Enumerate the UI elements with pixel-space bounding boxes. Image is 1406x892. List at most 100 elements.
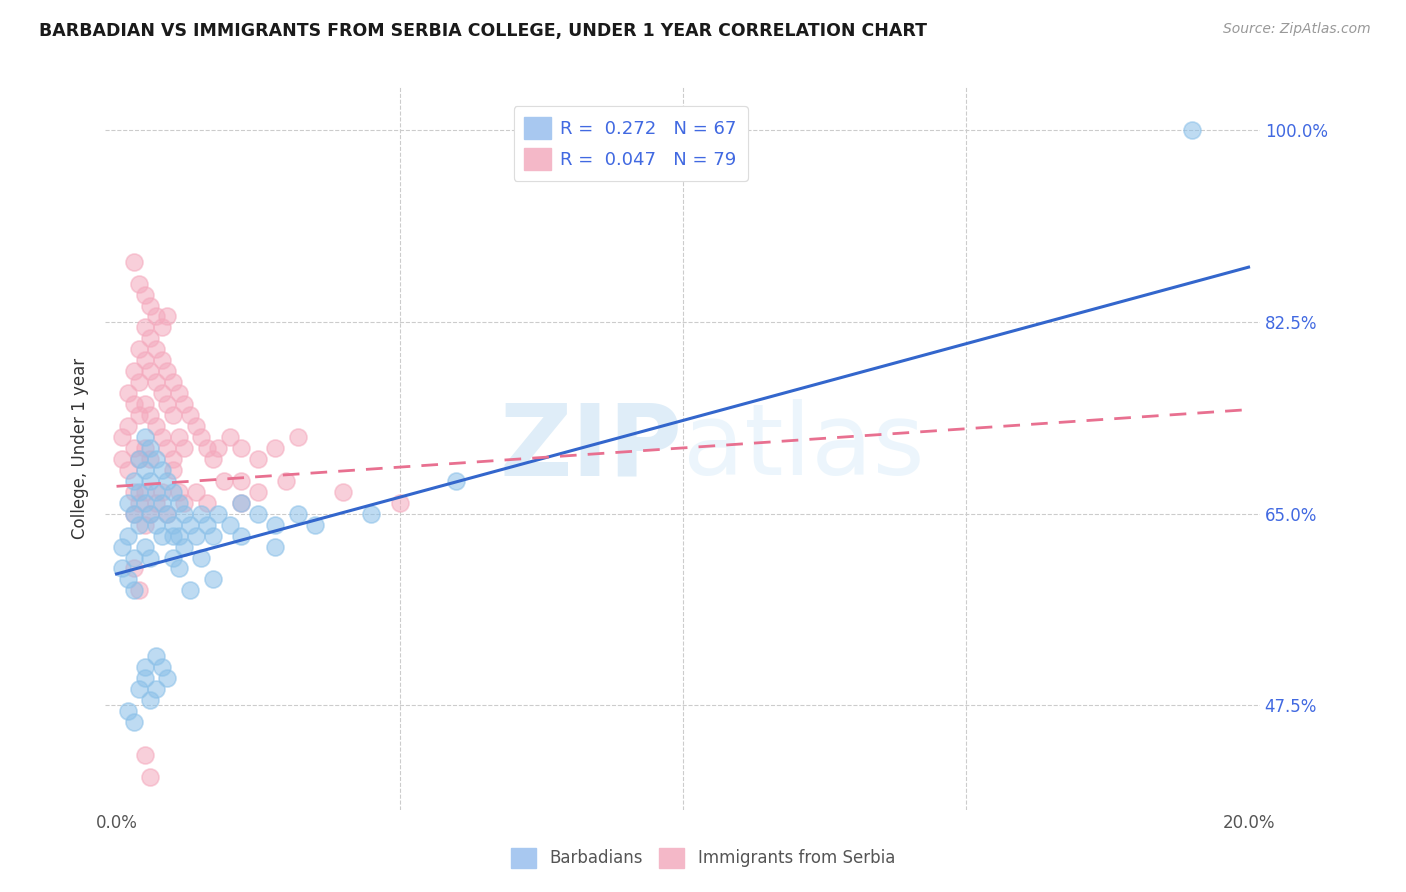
Point (156, 507, 179, 521)
Point (162, 375, 184, 389)
Point (122, 484, 145, 499)
Point (150, 353, 173, 368)
Point (207, 441, 229, 455)
Point (139, 507, 162, 521)
Point (128, 451, 150, 466)
Point (167, 561, 190, 575)
Point (134, 484, 156, 499)
Legend: R =  0.272   N = 67, R =  0.047   N = 79: R = 0.272 N = 67, R = 0.047 N = 79 (513, 106, 748, 181)
Point (162, 550, 184, 565)
Point (179, 408, 201, 422)
Point (134, 463, 156, 477)
Point (150, 320, 173, 334)
Point (162, 528, 184, 542)
Point (122, 714, 145, 729)
Point (139, 364, 162, 378)
Point (134, 517, 156, 532)
Point (145, 375, 167, 389)
Point (156, 474, 179, 488)
Point (184, 528, 207, 542)
Point (287, 507, 309, 521)
Point (229, 496, 252, 510)
Point (229, 474, 252, 488)
Point (134, 397, 156, 411)
Point (264, 441, 287, 455)
Point (128, 517, 150, 532)
Point (128, 496, 150, 510)
Point (201, 451, 224, 466)
Point (139, 441, 162, 455)
Point (117, 528, 139, 542)
Point (145, 681, 167, 696)
Point (173, 540, 195, 554)
Point (139, 550, 162, 565)
Point (122, 364, 145, 378)
Point (150, 496, 173, 510)
Point (304, 517, 326, 532)
Point (134, 287, 156, 301)
Point (167, 496, 190, 510)
Point (111, 430, 134, 444)
Point (139, 507, 162, 521)
Point (117, 463, 139, 477)
Point (128, 375, 150, 389)
Point (156, 507, 179, 521)
Point (212, 474, 235, 488)
Point (145, 484, 167, 499)
Point (128, 484, 150, 499)
Point (122, 254, 145, 268)
Point (229, 441, 252, 455)
Point (117, 419, 139, 434)
Point (190, 550, 212, 565)
Point (156, 310, 179, 324)
Point (150, 528, 173, 542)
Point (218, 517, 240, 532)
Point (134, 540, 156, 554)
Point (229, 496, 252, 510)
Point (134, 660, 156, 674)
Point (128, 343, 150, 357)
Point (128, 408, 150, 422)
Point (179, 517, 201, 532)
Point (134, 747, 156, 762)
Point (122, 441, 145, 455)
Point (247, 507, 270, 521)
Point (145, 343, 167, 357)
Point (111, 451, 134, 466)
Point (156, 441, 179, 455)
Point (111, 561, 134, 575)
Point (128, 451, 150, 466)
Point (162, 451, 184, 466)
Point (156, 671, 179, 685)
Point (145, 649, 167, 664)
Point (134, 430, 156, 444)
Point (201, 528, 224, 542)
Point (139, 331, 162, 345)
Point (247, 451, 270, 466)
Text: Source: ZipAtlas.com: Source: ZipAtlas.com (1223, 22, 1371, 37)
Point (134, 441, 156, 455)
Point (122, 583, 145, 598)
Point (111, 540, 134, 554)
Point (145, 419, 167, 434)
Point (134, 671, 156, 685)
Point (195, 441, 218, 455)
Point (264, 517, 287, 532)
Point (444, 474, 467, 488)
Point (190, 430, 212, 444)
Point (122, 561, 145, 575)
Point (134, 353, 156, 368)
Point (122, 507, 145, 521)
Point (173, 507, 195, 521)
Point (179, 583, 201, 598)
Point (139, 298, 162, 312)
Point (218, 430, 240, 444)
Point (207, 507, 229, 521)
Point (332, 484, 354, 499)
Point (145, 517, 167, 532)
Point (162, 484, 184, 499)
Point (122, 397, 145, 411)
Point (122, 507, 145, 521)
Point (117, 704, 139, 718)
Point (128, 277, 150, 291)
